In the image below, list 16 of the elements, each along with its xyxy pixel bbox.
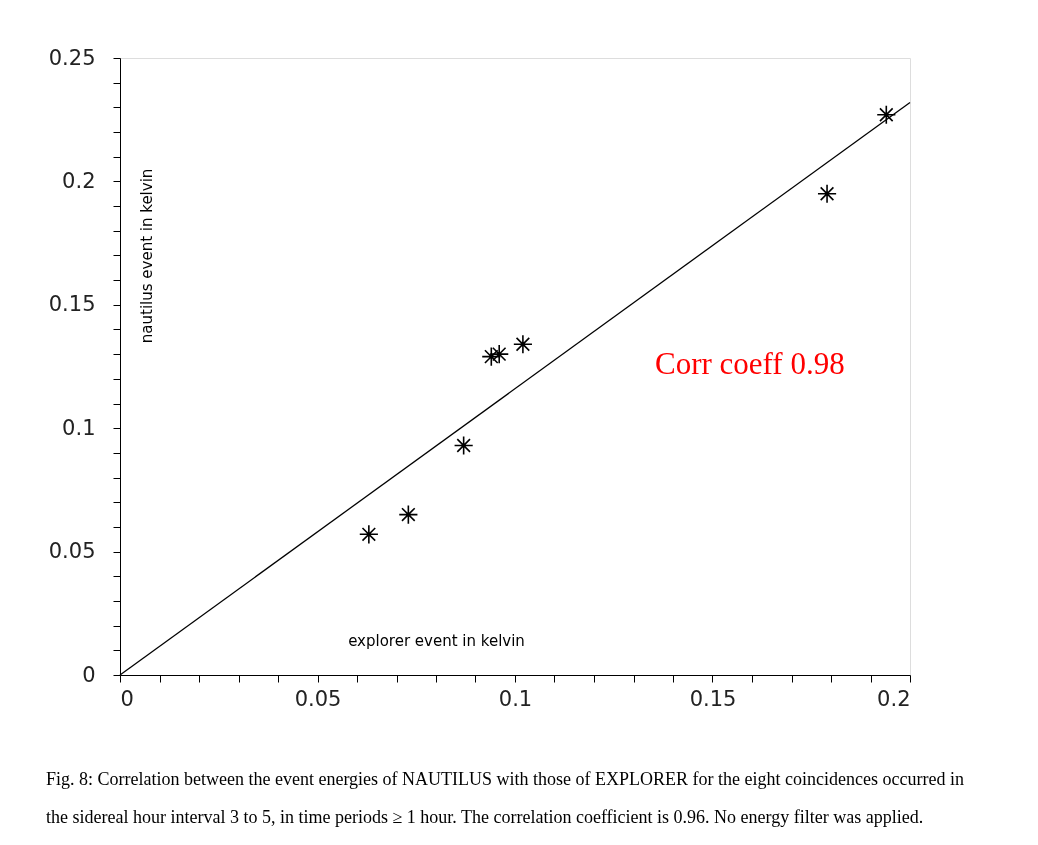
y-tick-label: 0.25 [48,45,96,70]
x-tick-label: 0.2 [877,686,911,711]
x-axis-title: explorer event in kelvin [348,631,525,650]
x-tick-label: 0 [120,686,134,711]
x-tick-label: 0.1 [498,686,533,711]
y-tick-label: 0 [82,662,96,687]
x-tick-label: 0.05 [294,686,342,711]
annotation: Corr coeff 0.98 [655,346,845,381]
y-tick-label: 0.2 [62,168,96,193]
x-tick-label: 0.15 [689,686,737,711]
y-tick-label: 0.15 [48,292,96,317]
caption: Fig. 8: Correlation between the event energies of NAUTILUS with those of EXPLORER for the eight coincidences occurred in [46,769,964,789]
y-axis-title: nautilus event in kelvin [137,168,156,344]
text: the sidereal hour interval 3 to 5, in time periods ≥ 1 hour. The correlation coefficient is 0.96. No energy filter was applied. [46,807,924,827]
y-tick-label: 0.1 [62,415,96,440]
y-tick-label: 0.05 [48,539,96,564]
